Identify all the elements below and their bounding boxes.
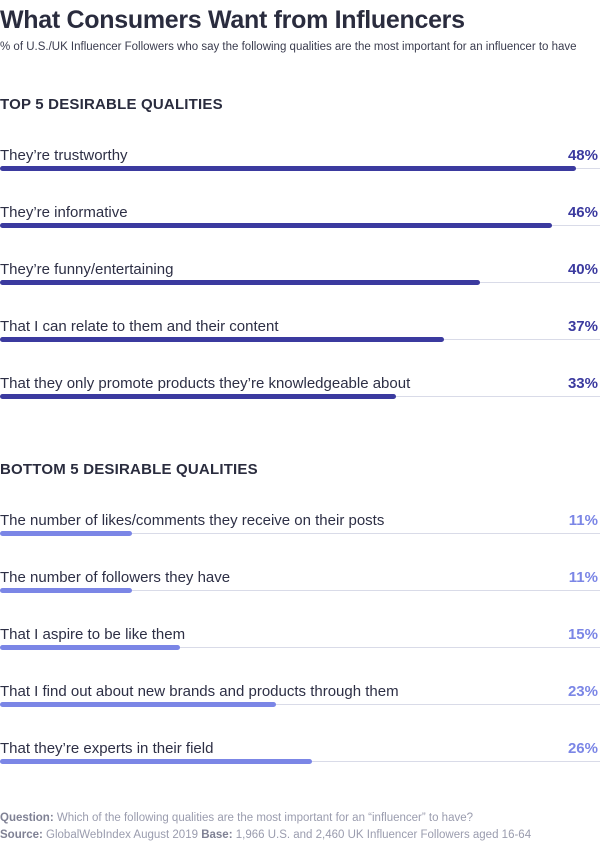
question-text: Which of the following qualities are the… <box>56 812 474 824</box>
section-title-bottom: BOTTOM 5 DESIRABLE QUALITIES <box>0 461 258 478</box>
bar-value-label: 11% <box>569 512 598 529</box>
footer-question: Question: Which of the following qualiti… <box>0 812 473 824</box>
bar <box>0 280 480 285</box>
bar-value-label: 33% <box>568 375 598 392</box>
bar-label: They’re trustworthy <box>0 147 128 164</box>
bar-label: They’re funny/entertaining <box>0 261 173 278</box>
bar-value-label: 48% <box>568 147 598 164</box>
chart-subtitle: % of U.S./UK Influencer Followers who sa… <box>0 41 577 53</box>
base-label: Base: <box>201 829 233 841</box>
bar-label: That they only promote products they’re … <box>0 375 411 392</box>
source-text: GlobalWebIndex August 2019 <box>46 829 198 841</box>
bar <box>0 223 552 228</box>
bar <box>0 759 312 764</box>
bar-value-label: 37% <box>568 318 598 335</box>
bar-label: That I aspire to be like them <box>0 626 185 643</box>
bar <box>0 645 180 650</box>
bar-label: That I can relate to them and their cont… <box>0 318 279 335</box>
bar-value-label: 11% <box>569 569 598 586</box>
bar <box>0 166 576 171</box>
bar-label: That I find out about new brands and pro… <box>0 683 399 700</box>
bar-value-label: 23% <box>568 683 598 700</box>
chart-title: What Consumers Want from Influencers <box>0 6 465 34</box>
bar-value-label: 26% <box>568 740 598 757</box>
bar <box>0 531 132 536</box>
bar-value-label: 40% <box>568 261 598 278</box>
section-title-top: TOP 5 DESIRABLE QUALITIES <box>0 96 223 113</box>
bar <box>0 337 444 342</box>
bar-label: The number of likes/comments they receiv… <box>0 512 384 529</box>
bar <box>0 588 132 593</box>
bar <box>0 394 396 399</box>
bar-label: They’re informative <box>0 204 128 221</box>
bar-label: That they’re experts in their field <box>0 740 213 757</box>
bar-value-label: 46% <box>568 204 598 221</box>
source-label: Source: <box>0 829 43 841</box>
bar <box>0 702 276 707</box>
bar-label: The number of followers they have <box>0 569 230 586</box>
footer-source: Source: GlobalWebIndex August 2019 Base:… <box>0 829 531 841</box>
question-label: Question: <box>0 812 54 824</box>
base-text: 1,966 U.S. and 2,460 UK Influencer Follo… <box>235 829 532 841</box>
bar-value-label: 15% <box>568 626 598 643</box>
